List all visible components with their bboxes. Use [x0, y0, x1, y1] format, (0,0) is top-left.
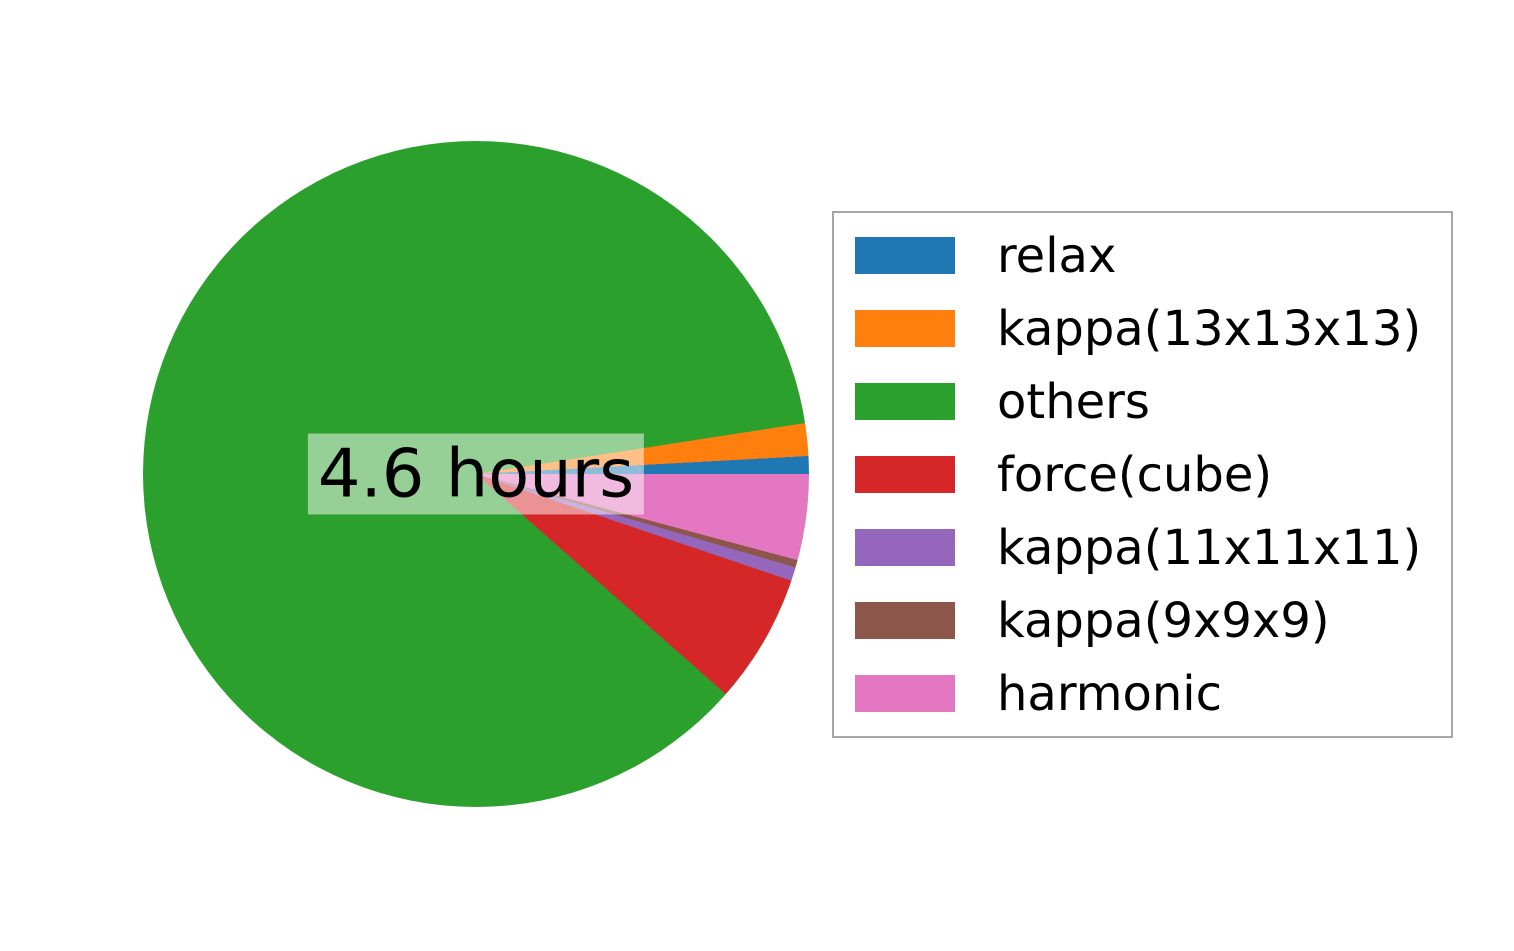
legend-label: kappa(13x13x13) [997, 300, 1422, 357]
legend-label: harmonic [997, 665, 1222, 722]
legend-swatch-kappa-9x9x9 [855, 602, 955, 639]
legend-label: force(cube) [997, 446, 1273, 503]
legend-item-harmonic: harmonic [855, 657, 1451, 730]
legend-label: relax [997, 227, 1117, 284]
legend-swatch-kappa-13x13x13 [855, 310, 955, 347]
legend-item-relax: relax [855, 219, 1451, 292]
legend-swatch-kappa-11x11x11 [855, 529, 955, 566]
legend-swatch-force-cube [855, 456, 955, 493]
legend-swatch-others [855, 383, 955, 420]
legend-item-kappa-11x11x11: kappa(11x11x11) [855, 511, 1451, 584]
legend: relax kappa(13x13x13) others force(cube)… [832, 211, 1453, 738]
legend-item-force-cube: force(cube) [855, 438, 1451, 511]
legend-item-kappa-9x9x9: kappa(9x9x9) [855, 584, 1451, 657]
legend-label: others [997, 373, 1150, 430]
legend-swatch-harmonic [855, 675, 955, 712]
legend-swatch-relax [855, 237, 955, 274]
legend-item-others: others [855, 365, 1451, 438]
pie-center-label: 4.6 hours [307, 433, 645, 515]
legend-label: kappa(9x9x9) [997, 592, 1330, 649]
legend-item-kappa-13x13x13: kappa(13x13x13) [855, 292, 1451, 365]
legend-label: kappa(11x11x11) [997, 519, 1422, 576]
